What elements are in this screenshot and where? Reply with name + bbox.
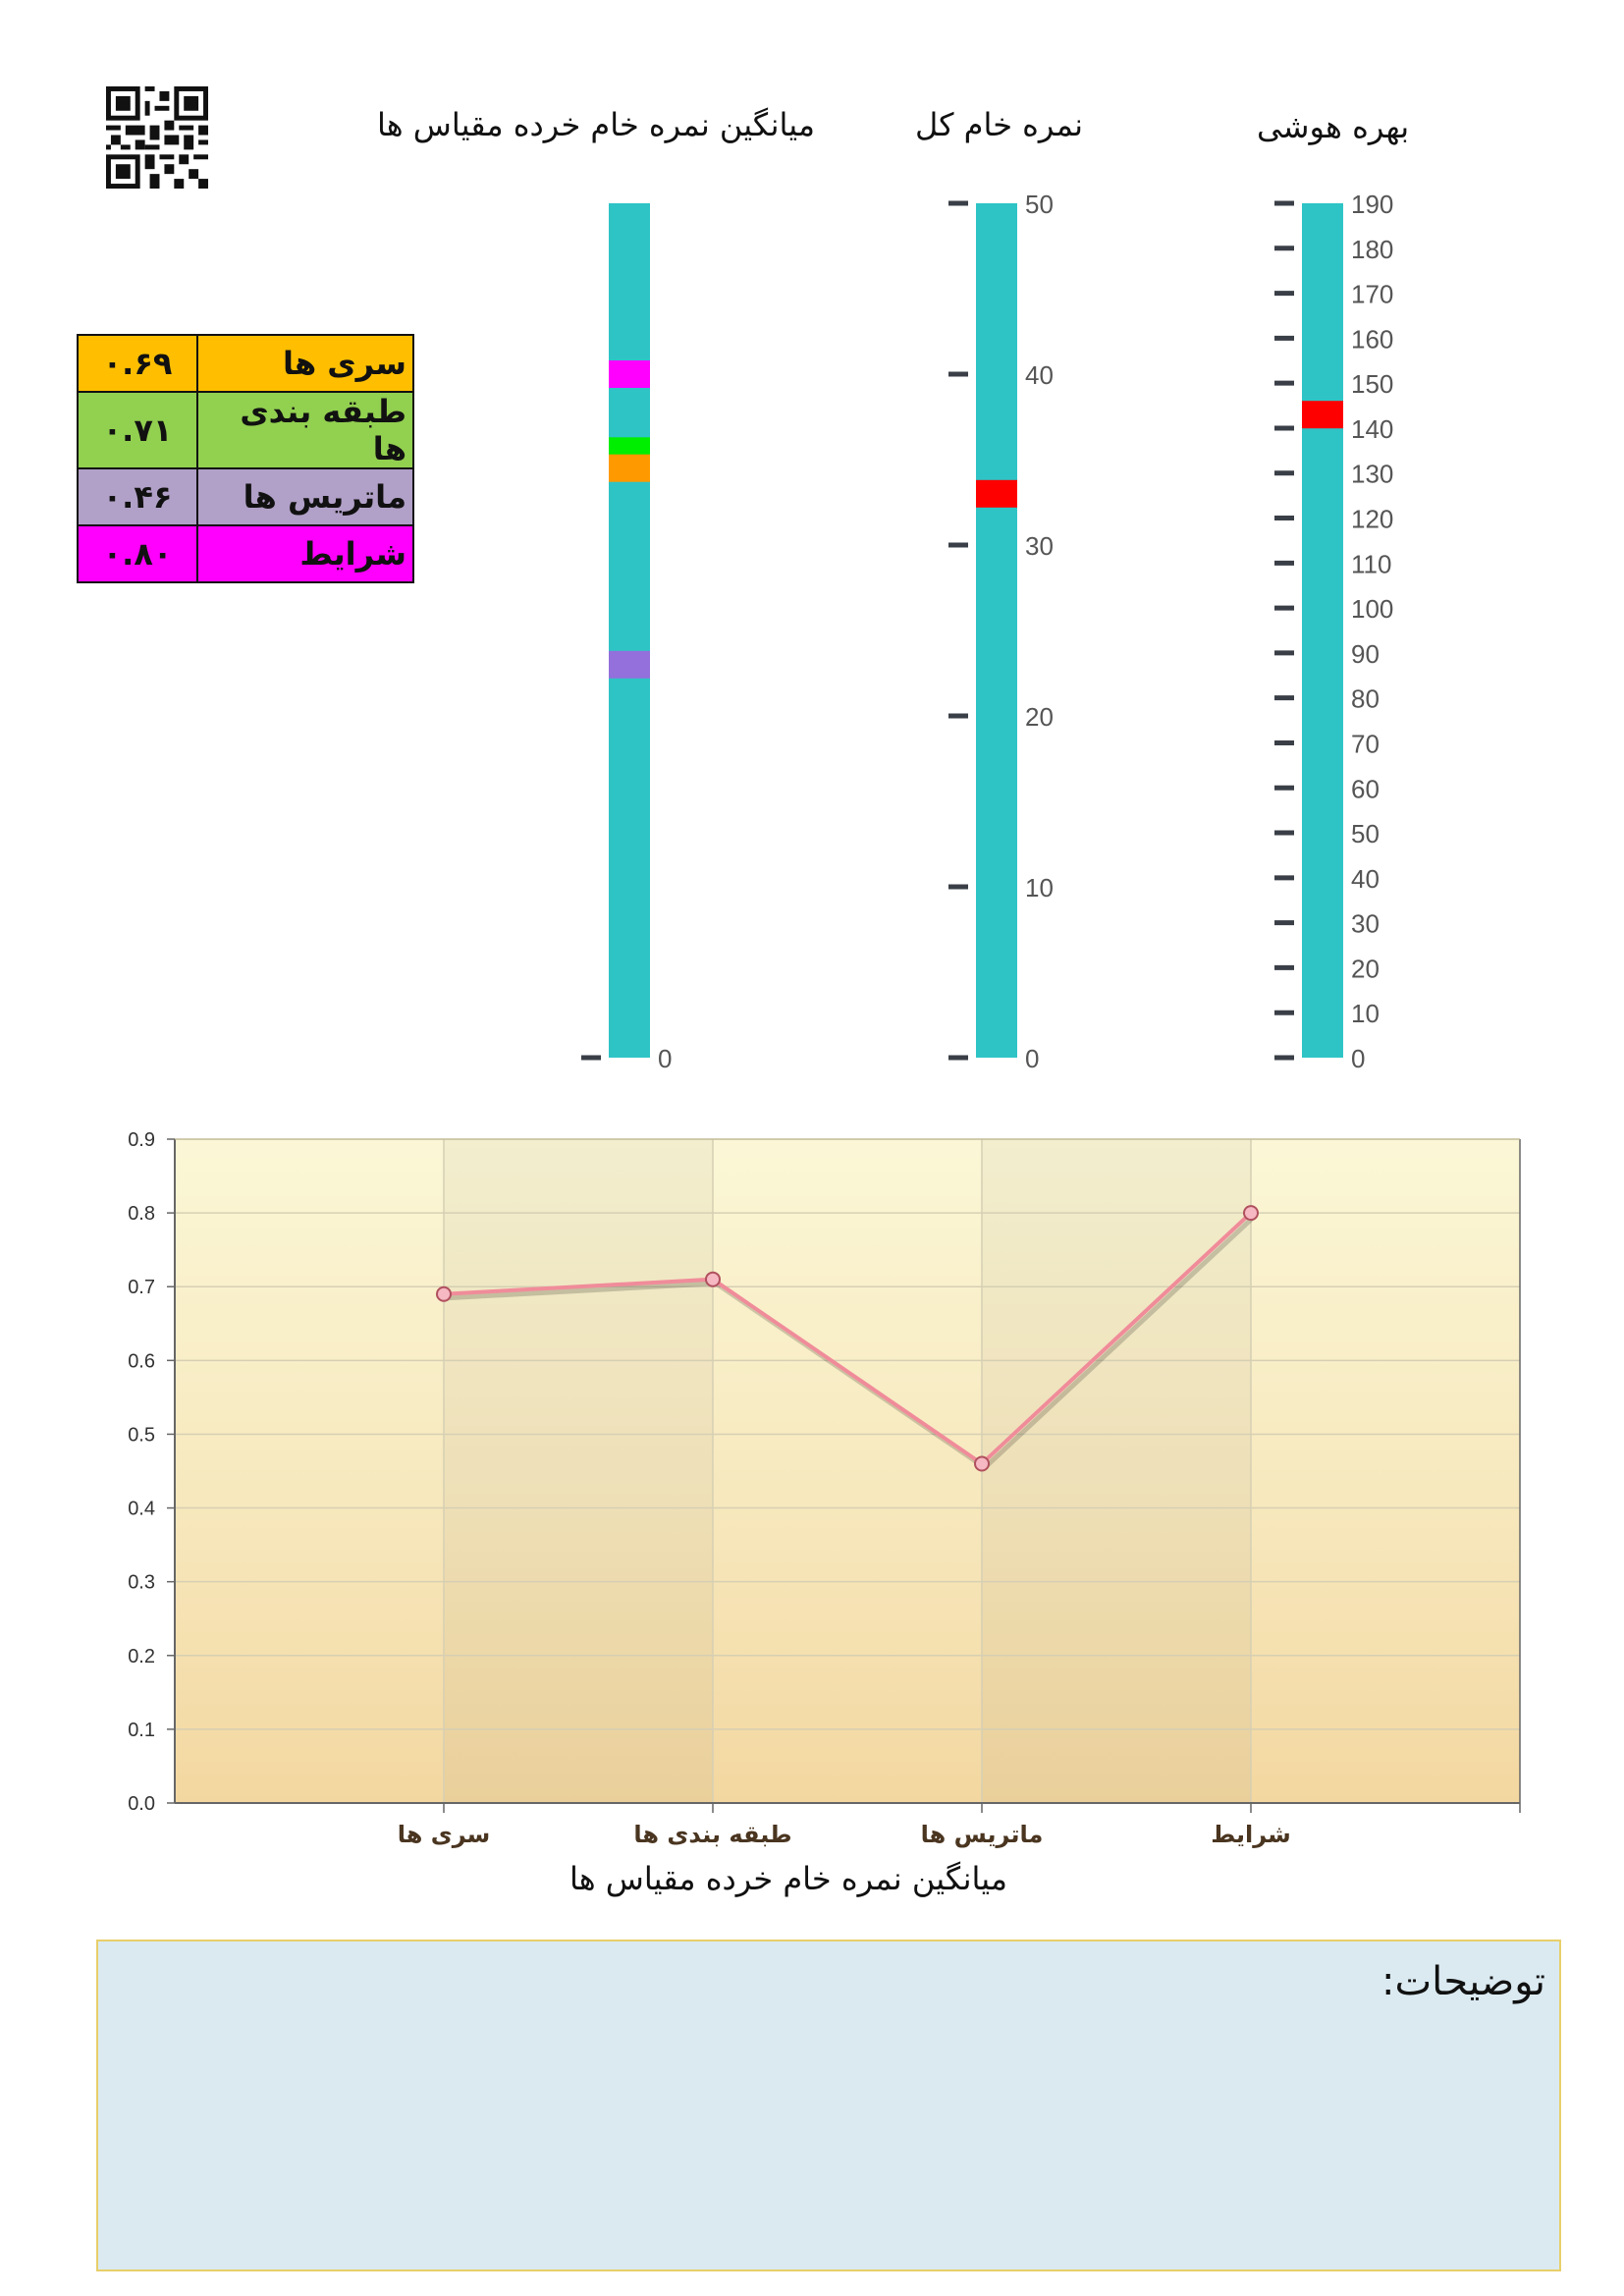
y-tick-label: 0.1	[128, 1720, 155, 1741]
gauge-tick-label-iq: 40	[1351, 864, 1380, 894]
gauge-title-iq: بهره هوشی	[1257, 108, 1410, 145]
gauge-tick-label-iq: 130	[1351, 460, 1393, 489]
legend-row: ۰.۸۰ شرایط	[77, 524, 414, 583]
gauge-tick-label-total: 40	[1025, 360, 1054, 390]
gauge-tick-label-iq: 80	[1351, 684, 1380, 714]
series-point	[1243, 1205, 1259, 1222]
line-chart: 0.0 0.1 0.2 0.3 0.4 0.5 0.6 0.7 0.8 0.9 سری ها طبقه…	[128, 1129, 1521, 1897]
gauge-tick-label-iq: 10	[1351, 999, 1380, 1028]
gauge-tick-label-iq: 100	[1351, 594, 1393, 624]
gauge-marker-iq	[1302, 401, 1343, 429]
y-tick-label: 0.5	[128, 1424, 155, 1446]
y-tick-label: 0.3	[128, 1572, 155, 1594]
series-line	[443, 1211, 1253, 1467]
gauge-tick-label-iq: 20	[1351, 954, 1380, 983]
x-tick-label: ماتریس ها	[921, 1821, 1044, 1848]
plot-band	[444, 1139, 713, 1803]
legend-value: ۰.۴۶	[77, 467, 198, 526]
gauge-tick-label-total: 30	[1025, 531, 1054, 561]
y-tick-label: 0.4	[128, 1499, 155, 1520]
gauge-tick-label-iq: 140	[1351, 414, 1393, 444]
legend-table: ۰.۶۹ سری ها ۰.۷۱ طبقه بندی ها ۰.۴۶ ماتریس ها ۰…	[77, 334, 414, 583]
series-point	[974, 1455, 990, 1472]
gauge-tick-label-iq: 0	[1351, 1044, 1365, 1073]
gauge-tick-label-total: 50	[1025, 190, 1054, 219]
gauge-title-subtests: میانگین نمره خام خرده مقیاس ها	[377, 106, 816, 143]
gauge-panel: 0102030405060708090100110120130140150160…	[581, 190, 1393, 1073]
series-point	[705, 1271, 721, 1287]
gauge-tick-label-total: 20	[1025, 702, 1054, 732]
x-axis-title: میانگین نمره خام خرده مقیاس ها	[569, 1860, 1007, 1897]
gauge-tick-label-iq: 70	[1351, 729, 1380, 758]
gauge-marker-total	[976, 479, 1017, 508]
legend-label: ماتریس ها	[196, 467, 414, 526]
gauge-tick-label-iq: 160	[1351, 324, 1393, 354]
gauge-tick-label-subtests: 0	[658, 1044, 672, 1073]
gauge-title-total: نمره خام کل	[915, 106, 1083, 143]
gauge-tick-label-total: 10	[1025, 873, 1054, 902]
y-tick-label: 0.0	[128, 1793, 155, 1815]
gauge-tick-label-iq: 90	[1351, 639, 1380, 669]
plot-band	[982, 1139, 1251, 1803]
legend-label: طبقه بندی ها	[196, 391, 414, 469]
y-tick-label: 0.7	[128, 1277, 155, 1298]
x-tick-label: سری ها	[398, 1821, 491, 1848]
legend-row: ۰.۶۹ سری ها	[77, 334, 414, 393]
gauge-tick-label-iq: 190	[1351, 190, 1393, 219]
legend-value: ۰.۸۰	[77, 524, 198, 583]
gauge-bar-iq	[1302, 203, 1343, 1058]
x-tick-label: شرایط	[1211, 1821, 1290, 1848]
qr-code	[106, 86, 208, 189]
gauge-tick-label-iq: 50	[1351, 819, 1380, 848]
gauge-tick-label-total: 0	[1025, 1044, 1039, 1073]
legend-label: شرایط	[196, 524, 414, 583]
legend-row: ۰.۷۱ طبقه بندی ها	[77, 391, 414, 469]
legend-row: ۰.۴۶ ماتریس ها	[77, 467, 414, 526]
x-tick-label: طبقه بندی ها	[633, 1821, 791, 1848]
gauge-marker-subtest	[609, 650, 650, 679]
legend-value: ۰.۷۱	[77, 391, 198, 469]
plot-area	[175, 1139, 1520, 1803]
gauge-marker-subtest	[609, 360, 650, 388]
legend-label: سری ها	[196, 334, 414, 393]
gauge-tick-label-iq: 110	[1351, 549, 1391, 578]
gauge-tick-label-iq: 120	[1351, 505, 1393, 534]
gauge-bar-total	[976, 203, 1017, 1058]
gauge-marker-subtest	[609, 454, 650, 482]
y-tick-label: 0.9	[128, 1129, 155, 1151]
gauge-tick-label-iq: 150	[1351, 369, 1393, 399]
gauge-tick-label-iq: 170	[1351, 280, 1393, 309]
notes-title: توضیحات:	[1381, 1959, 1545, 2004]
gauge-bar-subtests	[609, 203, 650, 1058]
y-tick-label: 0.8	[128, 1203, 155, 1225]
legend-value: ۰.۶۹	[77, 334, 198, 393]
gauge-tick-label-iq: 30	[1351, 909, 1380, 939]
gauge-tick-label-iq: 180	[1351, 235, 1393, 264]
notes-box[interactable]: توضیحات:	[96, 1940, 1561, 2271]
series-point	[436, 1285, 452, 1302]
y-tick-label: 0.2	[128, 1646, 155, 1667]
y-tick-label: 0.6	[128, 1350, 155, 1372]
gauge-tick-label-iq: 60	[1351, 774, 1380, 803]
